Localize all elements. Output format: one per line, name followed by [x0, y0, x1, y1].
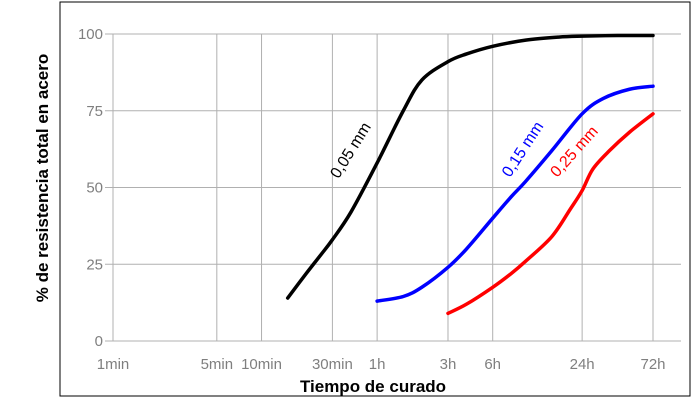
- y-tick-labels: 0 25 50 75 100: [78, 26, 103, 350]
- x-axis-title: Tiempo de curado: [300, 377, 446, 396]
- x-tick-label: 5min: [201, 356, 234, 373]
- x-tick-label: 24h: [570, 356, 595, 373]
- y-tick-label: 50: [86, 180, 103, 197]
- x-tick-label: 1min: [97, 356, 130, 373]
- series-line-1: [285, 33, 655, 300]
- series-line-2: [375, 84, 655, 303]
- x-tick-label: 10min: [241, 356, 282, 373]
- x-tick-label: 30min: [312, 356, 353, 373]
- y-tick-label: 75: [86, 103, 103, 120]
- y-tick-label: 25: [86, 256, 103, 273]
- y-tick-label: 100: [78, 26, 103, 43]
- series-line-3: [446, 112, 655, 316]
- x-tick-label: 3h: [440, 356, 457, 373]
- plot-area: [59, 1, 691, 397]
- y-tick-label: 0: [95, 333, 103, 350]
- y-axis-title: % de resistencia total en acero: [33, 54, 52, 303]
- series-group: [285, 33, 655, 316]
- x-tick-labels: 1min 5min 10min 30min 1h 3h 6h 24h 72h: [97, 356, 666, 373]
- x-tick-label: 1h: [369, 356, 386, 373]
- x-tick-label: 6h: [484, 356, 501, 373]
- x-tick-label: 72h: [640, 356, 665, 373]
